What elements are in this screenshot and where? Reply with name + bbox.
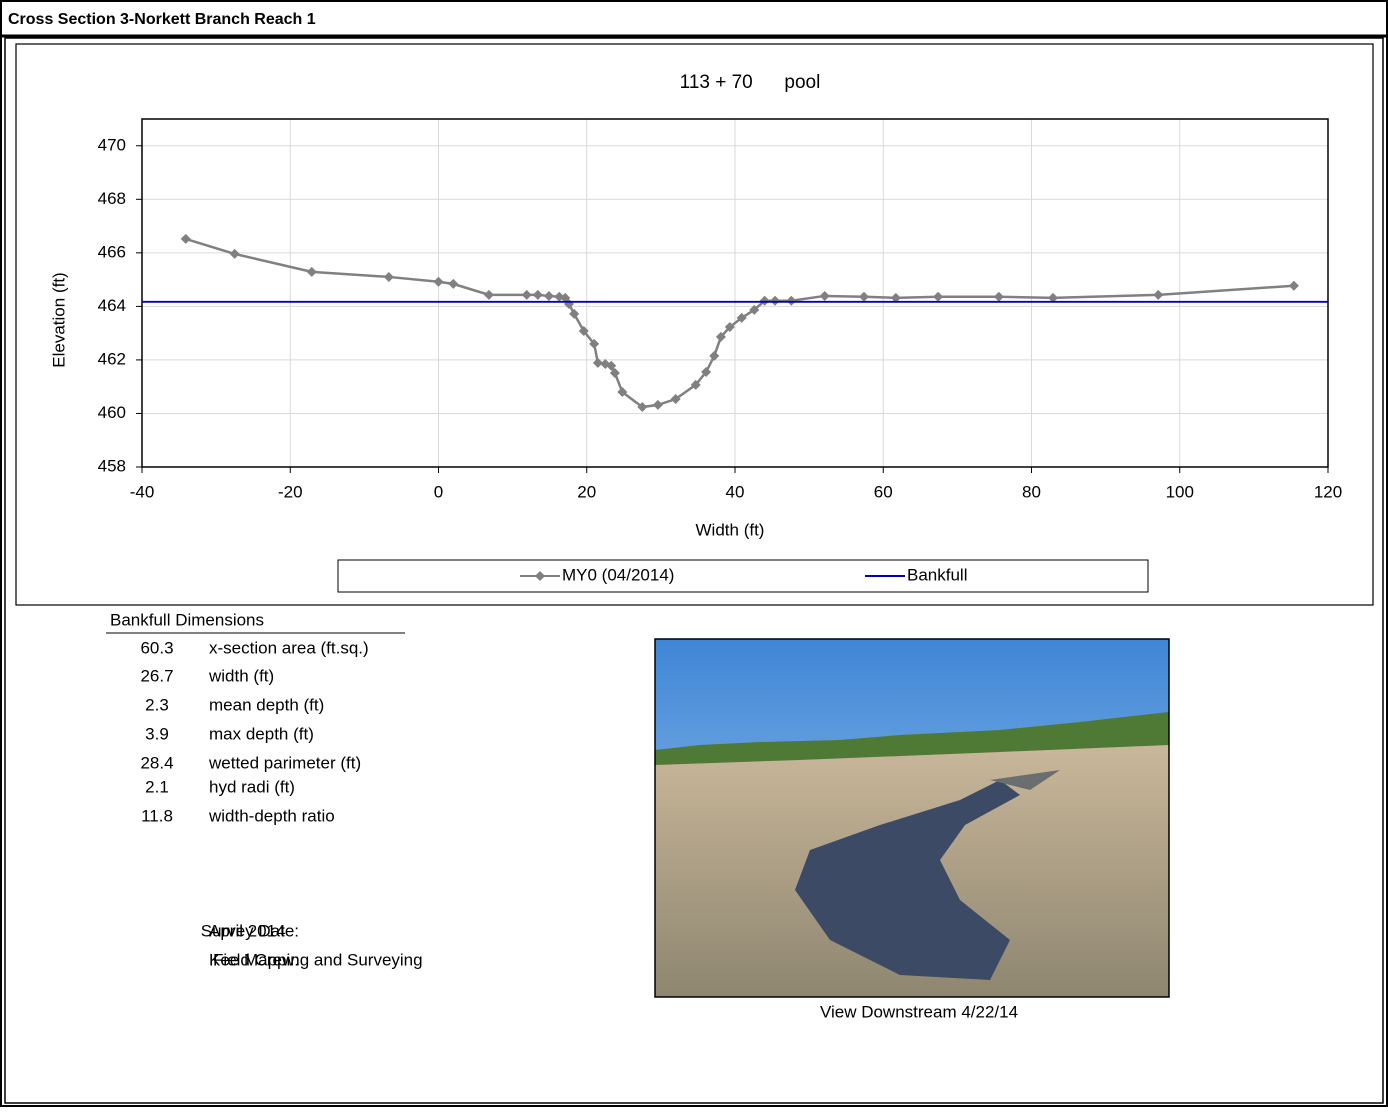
marker xyxy=(483,289,494,300)
chart-frame xyxy=(15,43,1374,606)
marker xyxy=(592,357,603,368)
marker xyxy=(770,295,781,306)
marker xyxy=(1047,292,1058,303)
marker xyxy=(606,360,617,371)
plot-area xyxy=(141,118,1329,468)
dimension-value: 11.8 xyxy=(141,806,173,825)
marker xyxy=(1288,280,1299,291)
marker xyxy=(890,292,901,303)
photo xyxy=(654,638,1170,998)
dimension-value: 2.1 xyxy=(145,777,169,796)
marker xyxy=(229,248,240,259)
marker xyxy=(543,290,554,301)
marker xyxy=(383,271,394,282)
legend-box xyxy=(337,559,1149,593)
marker xyxy=(819,290,830,301)
marker xyxy=(701,366,712,377)
marker xyxy=(736,312,747,323)
y-axis-label: Elevation (ft) xyxy=(49,272,68,367)
x-tick-label: 20 xyxy=(577,482,596,501)
dimension-value: 28.4 xyxy=(140,753,173,772)
plot: 458 460 462 464 466 468 470 -40 -20 0 20 40 60 80 100 1… xyxy=(98,118,1342,501)
y-tick-label: 462 xyxy=(98,349,126,368)
y-tick-label: 460 xyxy=(98,403,126,422)
marker xyxy=(306,266,317,277)
marker xyxy=(569,308,580,319)
legend: MY0 (04/2014) Bankfull xyxy=(520,565,967,584)
x-tick-label: 100 xyxy=(1166,482,1194,501)
marker xyxy=(709,350,720,361)
x-tick-label: 120 xyxy=(1314,482,1342,501)
marker xyxy=(858,291,869,302)
dimension-value: 26.7 xyxy=(140,666,173,685)
y-tick-label: 464 xyxy=(98,296,126,315)
dimension-label: mean depth (ft) xyxy=(209,695,324,714)
marker xyxy=(993,291,1004,302)
marker xyxy=(589,338,600,349)
x-tick-label: 80 xyxy=(1022,482,1041,501)
dimension-value: 60.3 xyxy=(140,638,173,657)
inner-border xyxy=(4,37,1384,1104)
marker xyxy=(609,368,620,379)
x-tick-label: 40 xyxy=(726,482,745,501)
marker xyxy=(786,295,797,306)
survey-date: April 2014 xyxy=(209,921,286,940)
marker xyxy=(578,326,589,337)
marker xyxy=(749,304,760,315)
page-title: Cross Section 3-Norkett Branch Reach 1 xyxy=(8,11,316,28)
chart-title: 113 + 70 pool xyxy=(680,72,821,93)
marker xyxy=(715,331,726,342)
field-crew: Kee Mapping and Surveying xyxy=(209,950,423,969)
field-crew-label: Field Crew: xyxy=(213,950,299,969)
marker xyxy=(933,291,944,302)
marker xyxy=(724,321,735,332)
y-tick-label: 468 xyxy=(98,189,126,208)
x-axis-label: Width (ft) xyxy=(696,520,765,539)
marker xyxy=(652,399,663,410)
marker xyxy=(759,295,770,306)
dimension-label: x-section area (ft.sq.) xyxy=(209,638,369,657)
photo-caption: View Downstream 4/22/14 xyxy=(820,1002,1018,1021)
dimension-label: hyd radi (ft) xyxy=(209,777,295,796)
legend-label: MY0 (04/2014) xyxy=(562,565,674,584)
dimension-label: width-depth ratio xyxy=(208,806,335,825)
marker xyxy=(690,379,701,390)
dimension-label: wetted parimeter (ft) xyxy=(208,753,361,772)
marker xyxy=(521,289,532,300)
marker xyxy=(433,276,444,287)
dimension-label: width (ft) xyxy=(208,666,274,685)
marker xyxy=(637,402,648,413)
marker xyxy=(1153,289,1164,300)
dimension-label: max depth (ft) xyxy=(209,724,314,743)
dimensions-table: 60.3 x-section area (ft.sq.) 26.7 width (ft… xyxy=(140,638,368,825)
y-tick-label: 466 xyxy=(98,242,126,261)
series-line xyxy=(185,237,1294,409)
marker xyxy=(670,394,681,405)
marker xyxy=(535,571,545,581)
marker xyxy=(532,289,543,300)
x-tick-label: 60 xyxy=(874,482,893,501)
marker xyxy=(448,278,459,289)
y-tick-label: 470 xyxy=(98,135,126,154)
x-tick-label: -40 xyxy=(130,482,155,501)
legend-label: Bankfull xyxy=(907,565,967,584)
marker xyxy=(180,233,191,244)
x-tick-label: 0 xyxy=(434,482,443,501)
table-title: Bankfull Dimensions xyxy=(110,610,264,629)
dimension-value: 2.3 xyxy=(145,695,169,714)
survey-date-label: Survey Date: xyxy=(201,921,299,940)
marker xyxy=(617,387,628,398)
y-tick-label: 458 xyxy=(98,456,126,475)
x-tick-label: -20 xyxy=(278,482,303,501)
dimension-value: 3.9 xyxy=(145,724,169,743)
